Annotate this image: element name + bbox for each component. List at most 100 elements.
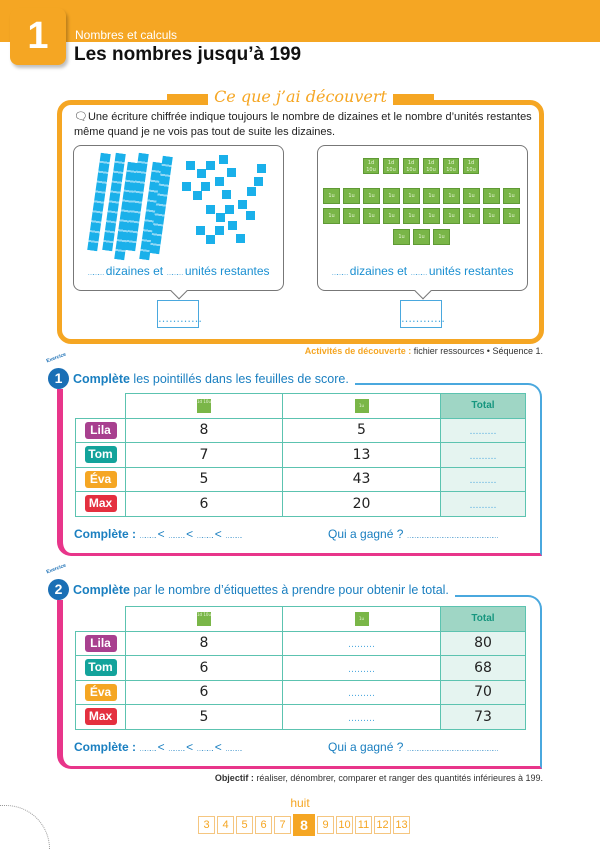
- unit-cube-icon: [253, 177, 263, 187]
- units-cell[interactable]: ………: [282, 630, 441, 656]
- winner-question[interactable]: Qui a gagné ? ………………………………………………: [328, 740, 499, 754]
- total-value[interactable]: ………: [469, 451, 497, 462]
- units-value: 13: [352, 446, 371, 463]
- answer-box-left[interactable]: …………: [157, 300, 202, 328]
- units-cell[interactable]: ………: [282, 704, 441, 730]
- unit-tile-icon: 1u: [354, 611, 369, 626]
- blank-dots: ………..: [167, 746, 185, 753]
- total-value[interactable]: ………: [469, 427, 497, 438]
- table-row: Éva 6 ……… 70: [75, 679, 526, 705]
- units-value[interactable]: ………: [348, 640, 375, 651]
- title-bar-right: [392, 93, 435, 101]
- unit-cube-icon: [196, 226, 206, 236]
- page-3-button[interactable]: 3: [198, 816, 215, 834]
- page-4-button[interactable]: 4: [217, 816, 234, 834]
- total-cell[interactable]: ………: [440, 466, 526, 492]
- blank-dots: ………: [331, 270, 348, 277]
- tens-value: 6: [199, 684, 209, 701]
- answer-box-right[interactable]: …………: [400, 300, 445, 328]
- blank-dots: ………..: [139, 533, 156, 540]
- total-cell[interactable]: ………: [440, 491, 526, 517]
- discovery-sentence: Une écriture chiffrée indique toujours l…: [74, 111, 532, 138]
- unit-tile-icon: 1u: [354, 398, 369, 413]
- instruction-verb: Complète: [73, 582, 130, 597]
- page-13-button[interactable]: 13: [393, 816, 410, 834]
- total-cell[interactable]: ………: [440, 417, 526, 443]
- empty-header-cell: [75, 393, 126, 419]
- score-table-1: 1d 10u 1u Total Lila 8 5 ……… Tom 7 13 ……… Éva 5 43 …………: [75, 393, 526, 517]
- units-cell[interactable]: ………: [282, 679, 441, 705]
- page-9-button[interactable]: 9: [317, 816, 334, 834]
- page-12-button[interactable]: 12: [374, 816, 391, 834]
- unit-tile-icon: 1u: [503, 188, 520, 204]
- player-name-badge: Max: [84, 708, 117, 726]
- total-cell: 80: [440, 630, 526, 656]
- right-illustration-panel: ……… dizaines et ……… unités restantes 1d …: [317, 145, 528, 300]
- page-8-button[interactable]: 8: [293, 814, 315, 836]
- ten-tile-icon: 1d 10u: [443, 158, 459, 174]
- total-cell[interactable]: ………: [440, 442, 526, 468]
- unit-tile-icon: 1u: [343, 188, 360, 204]
- unit-tile-icon: 1u: [413, 229, 430, 245]
- unit-cube-icon: [227, 168, 236, 177]
- unit-tile-icon: 1u: [343, 208, 360, 224]
- unit-tile-icon: 1u: [383, 188, 400, 204]
- tens-column-header: 1d 10u: [125, 606, 283, 632]
- unit-cube-icon: [205, 204, 215, 214]
- page-10-button[interactable]: 10: [336, 816, 353, 834]
- name-cell: Tom: [75, 655, 126, 681]
- compare-line: Complète : ……….. < ……….. < ……….. < ………..: [74, 740, 242, 754]
- name-cell: Éva: [75, 679, 126, 705]
- activities-note: Activités de découverte : fichier ressou…: [305, 346, 543, 356]
- tens-value: 8: [199, 422, 209, 439]
- objective-note: Objectif : réaliser, dénombrer, comparer…: [215, 773, 543, 783]
- total-value[interactable]: ………: [469, 476, 497, 487]
- exercise-label: Exercice: [45, 562, 67, 576]
- compare-label: Complète :: [74, 527, 137, 541]
- ten-tile-icon: 1d 10u: [403, 158, 419, 174]
- page-11-button[interactable]: 11: [355, 816, 372, 834]
- tens-value: 7: [199, 446, 209, 463]
- unit-tile-icon: 1u: [323, 188, 340, 204]
- unit-tile-icon: 1u: [363, 208, 380, 224]
- blank-dots: ………: [410, 270, 427, 277]
- compare-label: Complète :: [74, 740, 137, 754]
- blank-dots: ………..: [139, 746, 156, 753]
- unit-tile-icon: 1u: [483, 208, 500, 224]
- header-band: [0, 0, 600, 42]
- total-column-header: Total: [440, 393, 526, 419]
- table-row: Max 6 20 ………: [75, 491, 526, 517]
- ten-tile-icon: 1d 10u: [197, 611, 211, 626]
- exercise-number: 2: [54, 581, 63, 597]
- left-illustration-panel: ……… dizaines et ……… unités restantes: [73, 145, 284, 300]
- instruction-verb: Complète: [73, 371, 130, 386]
- page-6-button[interactable]: 6: [255, 816, 272, 834]
- winner-question[interactable]: Qui a gagné ? ………………………………………………: [328, 527, 499, 541]
- compare-blanks[interactable]: ……….. < ……….. < ……….. < ………..: [139, 740, 242, 754]
- blank-dots: ………………………………………………: [406, 746, 499, 753]
- exercise-2-header: Exercice 2 Complète par le nombre d’étiqu…: [46, 563, 455, 600]
- units-cell[interactable]: ………: [282, 655, 441, 681]
- unit-tile-icon: 1u: [393, 229, 410, 245]
- units-value[interactable]: ………: [348, 713, 375, 724]
- name-cell: Éva: [75, 466, 126, 492]
- tens-column-header: 1d 10u: [125, 393, 283, 419]
- blank-dots: ………: [166, 270, 183, 277]
- page-5-button[interactable]: 5: [236, 816, 253, 834]
- units-value: 20: [352, 495, 371, 512]
- player-name-badge: Max: [84, 495, 117, 513]
- units-value[interactable]: ………: [348, 689, 375, 700]
- units-value[interactable]: ………: [348, 664, 375, 675]
- compare-blanks[interactable]: ……….. < ……….. < ……….. < ………..: [139, 527, 242, 541]
- unit-tile-icon: 1u: [483, 188, 500, 204]
- blank-dots: ………..: [196, 533, 214, 540]
- unit-cube-icon: [214, 177, 224, 187]
- page-title: Les nombres jusqu’à 199: [74, 44, 302, 65]
- total-value: 68: [474, 659, 492, 676]
- total-value[interactable]: ………: [469, 500, 497, 511]
- page-7-button[interactable]: 7: [274, 816, 291, 834]
- unit-cube-icon: [206, 234, 216, 244]
- name-cell: Lila: [75, 417, 126, 443]
- tens-cell: 6: [125, 679, 283, 705]
- exercise-instruction: Complète les pointillés dans les feuille…: [73, 372, 349, 386]
